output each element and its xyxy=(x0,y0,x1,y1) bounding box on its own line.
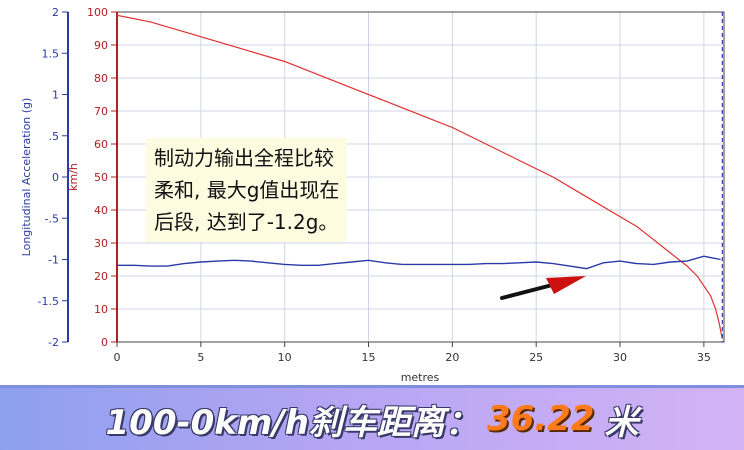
accel-tick-label: -.5 xyxy=(45,212,59,225)
speed-tick-label: 50 xyxy=(94,171,108,184)
accel-series-line xyxy=(117,255,721,270)
x-tick-label: 0 xyxy=(114,351,121,364)
accel-tick-label: 1.5 xyxy=(42,47,60,60)
speed-axis-label: km/h xyxy=(67,163,80,191)
x-tick-label: 30 xyxy=(613,351,627,364)
annotation-callout: 制动力输出全程比较 柔和, 最大g值出现在 后段, 达到了-1.2g。 xyxy=(146,138,348,242)
speed-tick-label: 30 xyxy=(94,237,108,250)
speed-tick-label: 90 xyxy=(94,39,108,52)
speed-tick-label: 40 xyxy=(94,204,108,217)
speed-tick-label: 70 xyxy=(94,105,108,118)
annotation-line-3: 后段, 达到了-1.2g。 xyxy=(154,210,339,234)
annotation-line-1: 制动力输出全程比较 xyxy=(154,146,334,170)
speed-tick-label: 20 xyxy=(94,270,108,283)
arrow-head xyxy=(546,276,586,294)
x-axis-label: metres xyxy=(401,371,440,384)
x-tick-label: 25 xyxy=(529,351,543,364)
banner-distance-value: 36.22 xyxy=(486,399,595,439)
accel-tick-label: 2 xyxy=(52,6,59,19)
accel-tick-label: -1.5 xyxy=(38,295,59,308)
speed-tick-label: 10 xyxy=(94,303,108,316)
accel-tick-label: 1 xyxy=(52,89,59,102)
accel-axis-ticks: 21.51.50-.5-1-1.5-2 xyxy=(38,6,68,349)
x-tick-label: 35 xyxy=(697,351,711,364)
banner-lead-text: 100-0km/h刹车距离： xyxy=(105,402,479,443)
speed-series-line xyxy=(116,14,723,339)
speed-tick-label: 100 xyxy=(87,6,108,19)
annotation-line-2: 柔和, 最大g值出现在 xyxy=(154,178,340,202)
speed-tick-label: 80 xyxy=(94,72,108,85)
x-axis-ticks: 0 5 10 15 20 25 30 35 xyxy=(114,342,711,364)
braking-chart: 21.51.50-.5-1-1.5-2 10090807060504030201… xyxy=(0,0,744,385)
accel-tick-label: .5 xyxy=(49,130,60,143)
annotation-arrow xyxy=(500,276,586,300)
chart-background xyxy=(0,0,744,385)
accel-tick-label: 0 xyxy=(52,171,59,184)
result-banner: 100-0km/h刹车距离： 36.22 米 xyxy=(0,385,744,450)
speed-tick-label: 60 xyxy=(94,138,108,151)
x-tick-label: 20 xyxy=(445,351,459,364)
accel-axis-label: Longitudinal Acceleration (g) xyxy=(20,98,33,257)
x-tick-label: 5 xyxy=(197,351,204,364)
accel-tick-label: -2 xyxy=(48,336,59,349)
speed-tick-label: 0 xyxy=(101,336,108,349)
arrow-shaft xyxy=(500,282,558,300)
x-tick-label: 10 xyxy=(278,351,292,364)
banner-unit: 米 xyxy=(604,402,639,443)
accel-tick-label: -1 xyxy=(48,254,59,267)
x-tick-label: 15 xyxy=(362,351,376,364)
